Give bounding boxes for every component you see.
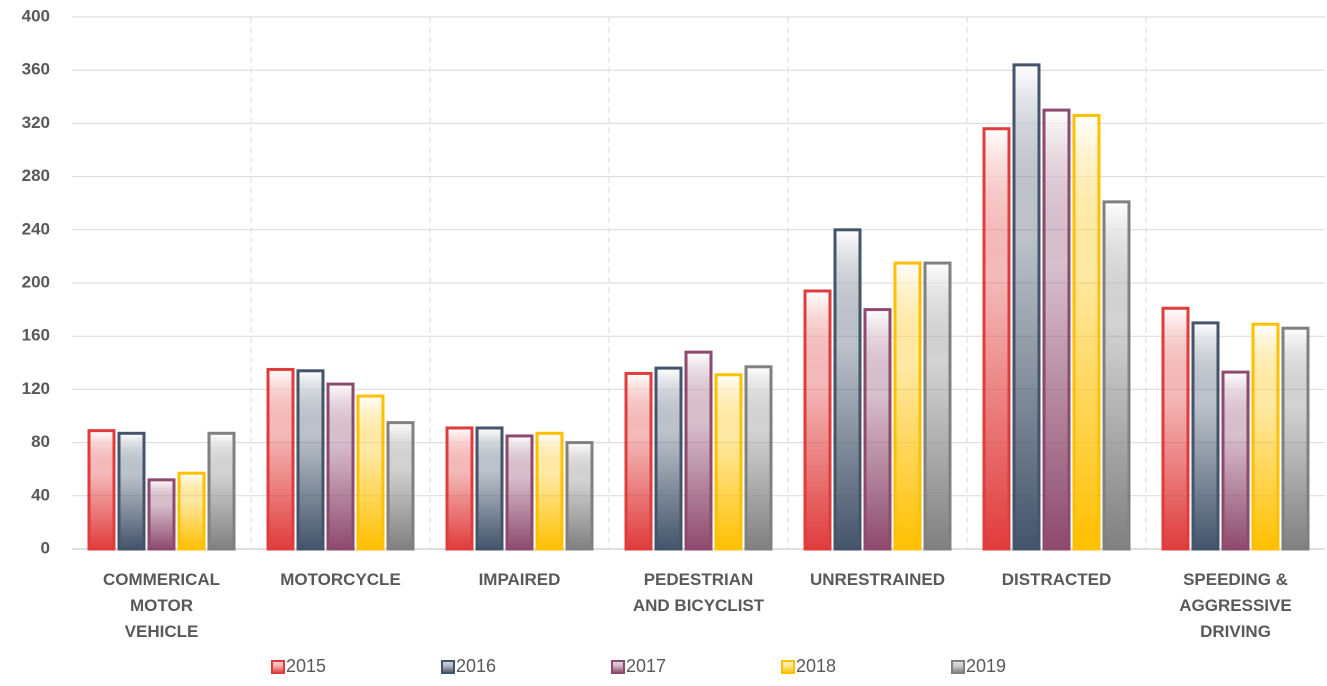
x-tick-label: IMPAIRED [479, 570, 561, 589]
bar [1012, 63, 1041, 551]
bar [505, 434, 534, 551]
bar [266, 367, 295, 551]
bar [445, 426, 474, 551]
bar [147, 478, 176, 551]
legend-swatch [441, 660, 455, 674]
bar [1161, 306, 1190, 551]
bar [714, 373, 743, 551]
bar [117, 431, 146, 551]
legend-swatch [611, 660, 625, 674]
bar [833, 228, 862, 551]
bar [207, 431, 236, 551]
bar [565, 441, 594, 551]
bar [863, 308, 892, 551]
x-tick-label: COMMERICAL MOTOR VEHICLE [103, 570, 220, 641]
bar [803, 289, 832, 551]
bar [744, 365, 773, 551]
legend-swatch [951, 660, 965, 674]
legend-label: 2017 [626, 656, 666, 676]
x-tick-label: MOTORCYCLE [280, 570, 401, 589]
y-tick-label: 80 [31, 432, 50, 451]
y-tick-label: 320 [22, 113, 50, 132]
bar [624, 371, 653, 551]
bar [1102, 200, 1131, 551]
bar [654, 366, 683, 551]
legend-label: 2019 [966, 656, 1006, 676]
x-tick-label: PEDESTRIAN AND BICYCLIST [633, 570, 765, 615]
y-tick-label: 160 [22, 326, 50, 345]
bar [87, 429, 116, 551]
x-tick-label: SPEEDING & AGGRESSIVE DRIVING [1179, 570, 1291, 641]
y-tick-label: 200 [22, 272, 50, 291]
y-tick-label: 40 [31, 485, 50, 504]
y-tick-label: 360 [22, 60, 50, 79]
legend-swatch [271, 660, 285, 674]
y-tick-label: 120 [22, 379, 50, 398]
bar [1191, 321, 1220, 551]
x-tick-label: UNRESTRAINED [810, 570, 945, 589]
bar [684, 350, 713, 551]
bar [982, 127, 1011, 551]
legend-label: 2015 [286, 656, 326, 676]
bar [1281, 326, 1310, 551]
legend-swatch [781, 660, 795, 674]
bar [1072, 113, 1101, 551]
x-tick-label: DISTRACTED [1002, 570, 1112, 589]
bar [386, 421, 415, 551]
bar [475, 426, 504, 551]
bar [1042, 108, 1071, 551]
bar [1221, 370, 1250, 551]
bar [893, 261, 922, 551]
legend-label: 2018 [796, 656, 836, 676]
bar [535, 431, 564, 551]
y-tick-label: 0 [41, 538, 50, 557]
bar [923, 261, 952, 551]
y-tick-label: 280 [22, 166, 50, 185]
bar [1251, 322, 1280, 551]
legend-label: 2016 [456, 656, 496, 676]
y-tick-label: 400 [22, 6, 50, 25]
y-tick-label: 240 [22, 219, 50, 238]
bar [326, 382, 355, 551]
bar [356, 394, 385, 551]
bar [296, 369, 325, 551]
bar [177, 471, 206, 551]
